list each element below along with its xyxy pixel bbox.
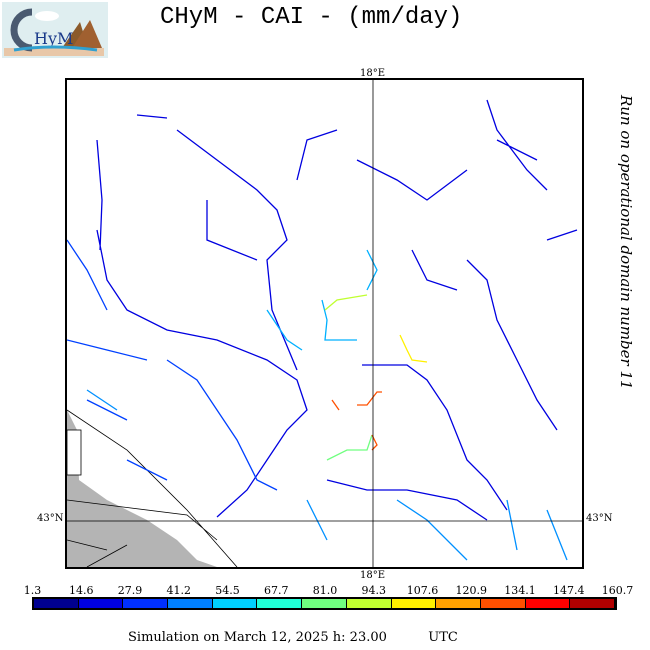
svg-text:HyM: HyM [34, 29, 73, 48]
simulation-date: Simulation on March 12, 2025 h: 23.00 [128, 630, 387, 645]
simulation-footer: Simulation on March 12, 2025 h: 23.00 UT… [128, 630, 458, 645]
timezone: UTC [428, 630, 458, 645]
chym-logo: HyM [2, 2, 108, 58]
colorbar-segment [391, 599, 437, 608]
tick: 67.7 [264, 584, 289, 597]
lat-label-left: 43°N [37, 513, 64, 524]
colorbar-segment [34, 599, 79, 608]
lon-label-bottom: 18°E [360, 570, 386, 581]
colorbar-segment [302, 599, 347, 608]
lat-label-right: 43°N [586, 513, 613, 524]
tick: 160.7 [601, 584, 634, 597]
colorbar-segment [480, 599, 526, 608]
tick: 1.3 [23, 584, 42, 597]
tick: 54.5 [215, 584, 240, 597]
lon-label-top: 18°E [360, 68, 386, 79]
tick: 81.0 [312, 584, 338, 597]
colorbar-segment [346, 599, 392, 608]
colorbar-segment [436, 599, 481, 608]
domain-note: Run on operational domain number 11 [617, 95, 635, 390]
colorbar-ticks: 1.3 14.6 27.9 41.2 54.5 67.7 81.0 94.3 1… [10, 584, 640, 597]
tick: 41.2 [166, 584, 192, 597]
river-network [67, 80, 582, 567]
colorbar-segment [212, 599, 258, 608]
colorbar [32, 597, 617, 610]
colorbar-segment [525, 599, 571, 608]
tick: 27.9 [117, 584, 143, 597]
tick: 120.9 [455, 584, 488, 597]
colorbar-segment [570, 599, 615, 608]
river-map[interactable] [65, 78, 584, 569]
tick: 94.3 [361, 584, 387, 597]
tick: 107.6 [406, 584, 439, 597]
colorbar-segment [78, 599, 124, 608]
tick: 134.1 [504, 584, 536, 597]
colorbar-segment [123, 599, 169, 608]
map-title: CHyM - CAI - (mm/day) [160, 4, 463, 31]
colorbar-segment [168, 599, 213, 608]
tick: 14.6 [69, 584, 94, 597]
tick: 147.4 [553, 584, 585, 597]
colorbar-segment [257, 599, 303, 608]
